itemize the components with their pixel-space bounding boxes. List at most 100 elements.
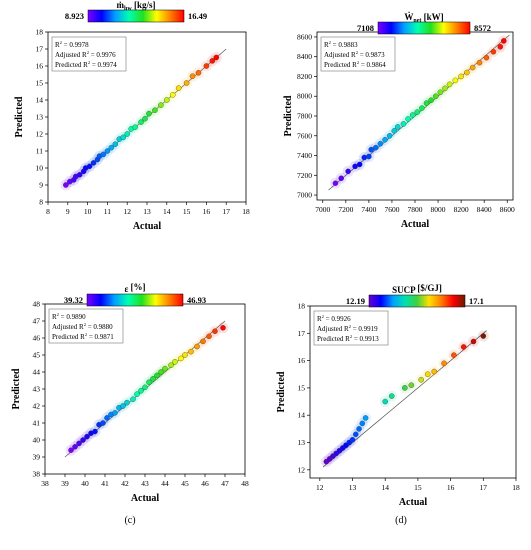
y-tick-label: 18 [298, 302, 306, 311]
x-tick-label: 17 [480, 483, 488, 492]
colorbar-title: SUCP [$/GJ] [392, 283, 442, 295]
colorbar [377, 21, 471, 35]
data-point [112, 410, 118, 416]
y-axis-label: Predicted [11, 368, 22, 409]
x-tick-label: 15 [183, 207, 191, 216]
colorbar-max-label: 46.93 [187, 295, 206, 305]
stats-box [51, 36, 127, 72]
data-point [382, 136, 388, 143]
data-point [132, 124, 138, 130]
data-point [213, 54, 220, 61]
x-tick-label: 44 [161, 479, 169, 488]
y-tick-label: 38 [33, 470, 41, 479]
y-tick-label: 16 [36, 62, 44, 71]
data-point [483, 54, 490, 61]
scatter-panel: 8 9 10 11 12 13 14 15 16 17 18 8 9 10 11 12 13 14 15 16 17 18… [14, 0, 250, 232]
y-tick-label: 14 [298, 411, 306, 420]
data-point [394, 124, 401, 130]
data-point [142, 115, 148, 122]
data-point [362, 415, 369, 421]
data-point [460, 344, 467, 350]
y-tick-label: 7000 [297, 191, 312, 200]
data-point [480, 333, 487, 339]
x-tick-label: 7400 [361, 205, 376, 214]
y-tick-label: 8000 [297, 92, 312, 101]
data-point [405, 116, 411, 122]
x-tick-label: 12 [316, 483, 324, 492]
data-point [446, 81, 453, 88]
stat-line: Adjusted R2 = 0.9919 [317, 324, 378, 333]
data-point [178, 355, 184, 362]
data-point [451, 352, 457, 358]
y-tick-label: 13 [298, 438, 306, 447]
colorbar-max-label: 8572 [474, 23, 491, 33]
data-point [501, 38, 507, 44]
scatter-panel: 7000 7200 7400 7600 7800 8000 8200 8400 8600 7000… [283, 12, 515, 230]
x-tick-label: 13 [143, 207, 151, 216]
stat-line: Adjusted R2 = 0.9976 [55, 50, 116, 59]
data-point [175, 85, 182, 91]
data-point [152, 107, 158, 113]
data-point [497, 44, 504, 50]
data-point [414, 109, 421, 115]
data-point [86, 163, 93, 170]
x-tick-label: 11 [104, 207, 111, 216]
x-tick-label: 17 [222, 207, 230, 216]
stat-line: Predicted R2 = 0.9871 [52, 332, 114, 341]
data-point [400, 121, 407, 127]
stat-line: R2 = 0.9883 [324, 40, 358, 49]
data-point [366, 153, 372, 160]
y-tick-label: 14 [36, 96, 44, 105]
data-point [203, 63, 210, 69]
data-point [442, 85, 448, 92]
y-tick-label: 46 [33, 334, 41, 343]
stats-box [48, 308, 124, 344]
data-point [104, 415, 110, 421]
colorbar-max-label: 17.1 [469, 296, 484, 306]
data-point [138, 119, 144, 125]
x-axis-label: Actual [131, 493, 160, 504]
x-tick-label: 18 [242, 207, 250, 216]
colorbar-title: Ẇnet [kW] [404, 12, 443, 24]
y-tick-label: 16 [298, 356, 306, 365]
colorbar-min-label: 39.32 [64, 295, 83, 305]
colorbar-title: ε [%] [124, 282, 145, 294]
x-tick-label: 7800 [408, 205, 423, 214]
data-point [437, 89, 444, 96]
data-point [92, 428, 98, 435]
data-point [368, 146, 374, 153]
x-tick-label: 8400 [477, 205, 492, 214]
x-tick-label: 46 [201, 479, 209, 488]
data-point [188, 348, 194, 355]
x-tick-label: 48 [241, 479, 249, 488]
scatter-panel: 12 13 14 15 16 17 18 12 13 14 15 16 17 18 Actual Predic… [276, 283, 520, 508]
y-tick-label: 43 [33, 385, 41, 394]
data-point [424, 371, 431, 378]
y-tick-label: 12 [36, 130, 44, 139]
x-tick-label: 18 [512, 483, 520, 492]
y-axis-label: Predicted [283, 95, 294, 136]
y-tick-label: 17 [36, 45, 44, 54]
data-point [183, 80, 190, 86]
data-point [377, 140, 384, 147]
x-tick-label: 8600 [500, 205, 515, 214]
x-tick-label: 9 [66, 207, 70, 216]
scatter-panel: 38 39 40 41 42 43 44 45 46 47 48 38 39 40 41 42 43 44 45 46… [11, 282, 249, 504]
panel-label: (d) [395, 515, 407, 526]
data-point [428, 97, 434, 103]
data-point [402, 385, 408, 391]
x-tick-label: 8000 [431, 205, 446, 214]
data-point [419, 105, 425, 111]
data-point [100, 420, 106, 426]
y-tick-label: 12 [298, 465, 306, 474]
y-tick-label: 47 [33, 317, 41, 326]
data-point [356, 426, 362, 432]
data-point [138, 387, 144, 394]
data-point [373, 144, 379, 151]
y-tick-label: 8400 [297, 52, 312, 61]
data-point [431, 368, 438, 375]
data-point [470, 338, 477, 345]
data-point [423, 100, 430, 106]
data-point [409, 112, 416, 118]
